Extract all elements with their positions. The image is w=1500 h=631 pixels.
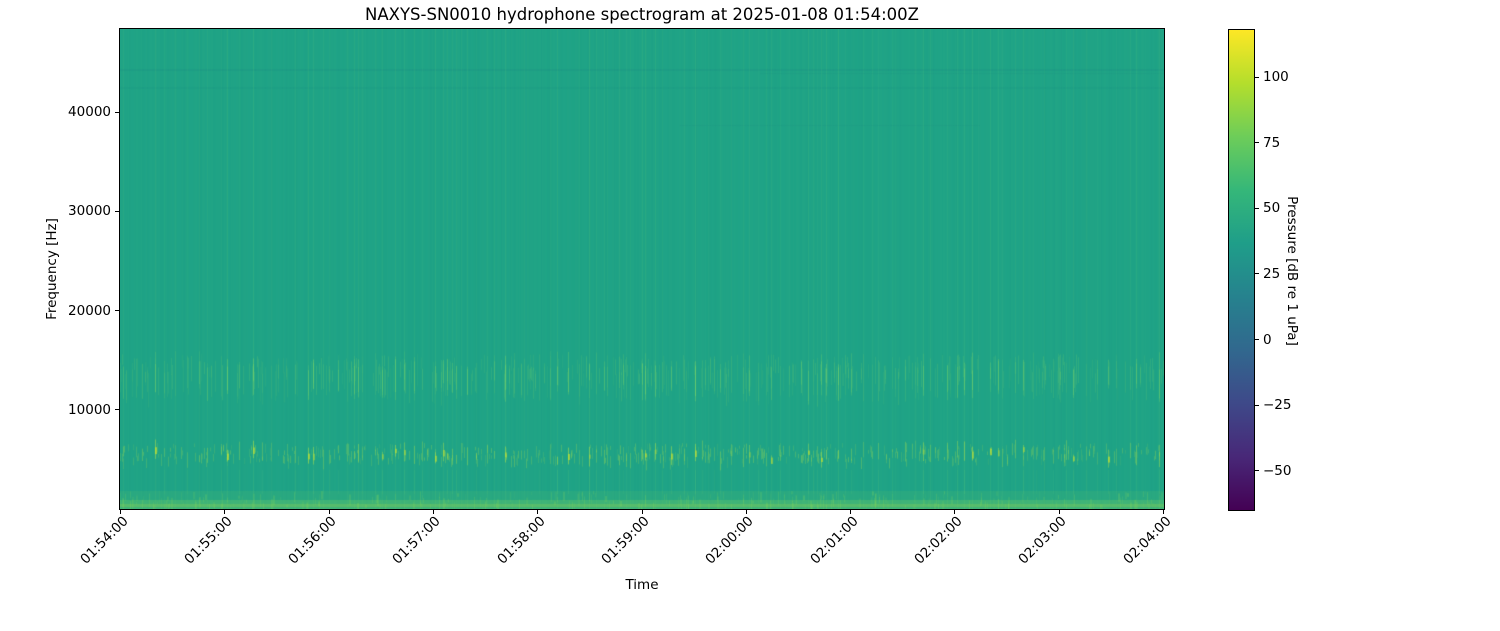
colorbar-tick-label: 50 — [1263, 200, 1281, 217]
x-tick-mark — [641, 510, 643, 514]
x-tick-label: 02:04:00 — [1119, 513, 1175, 568]
colorbar-tick-label: 25 — [1263, 265, 1281, 282]
x-tick-mark — [537, 510, 539, 514]
x-tick-mark — [1163, 510, 1164, 514]
x-tick-mark — [954, 510, 956, 514]
colorbar-tick-mark — [1255, 207, 1259, 209]
colorbar — [1228, 29, 1255, 511]
colorbar-tick-mark — [1255, 142, 1259, 144]
colorbar-tick-mark — [1255, 404, 1259, 406]
x-tick-mark — [745, 510, 747, 514]
x-tick-label: 02:03:00 — [1015, 513, 1070, 568]
x-tick-mark — [850, 510, 852, 514]
chart-title: NAXYS-SN0010 hydrophone spectrogram at 2… — [365, 5, 919, 24]
y-tick-mark — [115, 210, 119, 212]
colorbar-tick-mark — [1255, 273, 1259, 275]
x-tick-label: 02:00:00 — [702, 513, 757, 568]
x-axis-label: Time — [625, 577, 659, 593]
y-tick-mark — [115, 310, 119, 312]
y-tick-label: 10000 — [68, 401, 111, 418]
x-tick-label: 02:02:00 — [911, 513, 966, 568]
spectrogram-figure: NAXYS-SN0010 hydrophone spectrogram at 2… — [44, 5, 1300, 593]
y-tick-label: 30000 — [68, 203, 111, 220]
x-tick-label: 01:56:00 — [285, 513, 340, 568]
x-tick-mark — [224, 510, 226, 514]
x-tick-label: 01:57:00 — [389, 513, 444, 568]
y-tick-mark — [115, 409, 119, 411]
plot-area — [119, 28, 1165, 510]
x-tick-mark — [432, 510, 434, 514]
colorbar-tick-label: −25 — [1263, 397, 1292, 414]
colorbar-tick-mark — [1255, 76, 1259, 78]
x-tick-mark — [328, 510, 330, 514]
y-tick-mark — [115, 111, 119, 113]
x-tick-label: 01:59:00 — [598, 513, 653, 568]
colorbar-tick-label: −50 — [1263, 462, 1292, 479]
colorbar-tick-label: 75 — [1263, 134, 1281, 151]
x-tick-label: 02:01:00 — [807, 513, 862, 568]
x-tick-label: 01:58:00 — [494, 513, 549, 568]
colorbar-tick-label: 0 — [1263, 331, 1272, 348]
x-tick-mark — [1058, 510, 1060, 514]
y-tick-label: 20000 — [68, 302, 111, 319]
colorbar-label: Pressure [dB re 1 uPa] — [1284, 196, 1300, 346]
colorbar-tick-mark — [1255, 339, 1259, 340]
x-tick-mark — [120, 510, 121, 514]
colorbar-tick-label: 100 — [1263, 69, 1289, 86]
x-tick-label: 01:54:00 — [76, 513, 132, 568]
y-tick-label: 40000 — [68, 104, 111, 121]
spectrogram-image — [120, 29, 1164, 509]
x-tick-label: 01:55:00 — [181, 513, 236, 568]
colorbar-tick-mark — [1255, 470, 1259, 472]
